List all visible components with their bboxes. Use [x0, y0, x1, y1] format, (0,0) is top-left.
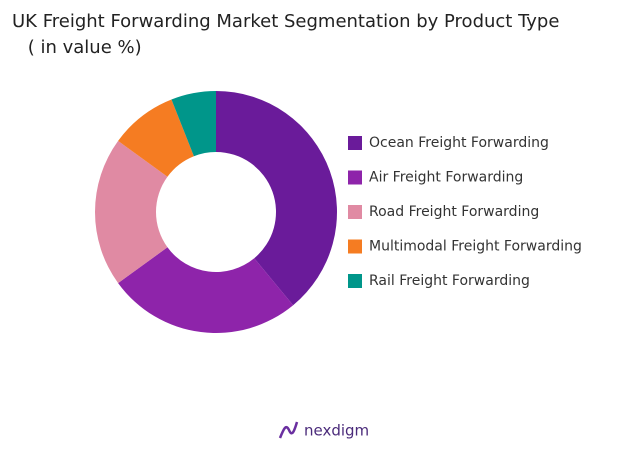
logo-text: nexdigm	[304, 422, 369, 440]
legend-swatch	[348, 239, 362, 254]
logo: nexdigm	[278, 421, 369, 440]
legend-label: Ocean Freight Forwarding	[369, 135, 549, 151]
legend-swatch	[348, 170, 362, 185]
chart-subtitle: ( in value %)	[22, 37, 142, 58]
donut-slice	[216, 91, 337, 306]
logo-icon	[278, 421, 299, 439]
chart-title: UK Freight Forwarding Market Segmentatio…	[12, 11, 559, 32]
donut-slice	[118, 99, 194, 177]
legend-swatch	[348, 205, 362, 219]
legend-label: Multimodal Freight Forwarding	[369, 239, 582, 255]
donut-slice	[171, 91, 216, 157]
legend-label: Air Freight Forwarding	[369, 170, 523, 186]
donut-slice	[94, 140, 168, 284]
legend-swatch	[348, 136, 362, 150]
legend-label: Rail Freight Forwarding	[369, 273, 530, 289]
legend-swatch	[348, 274, 362, 288]
donut-slice	[118, 247, 294, 333]
legend-label: Road Freight Forwarding	[369, 204, 539, 220]
